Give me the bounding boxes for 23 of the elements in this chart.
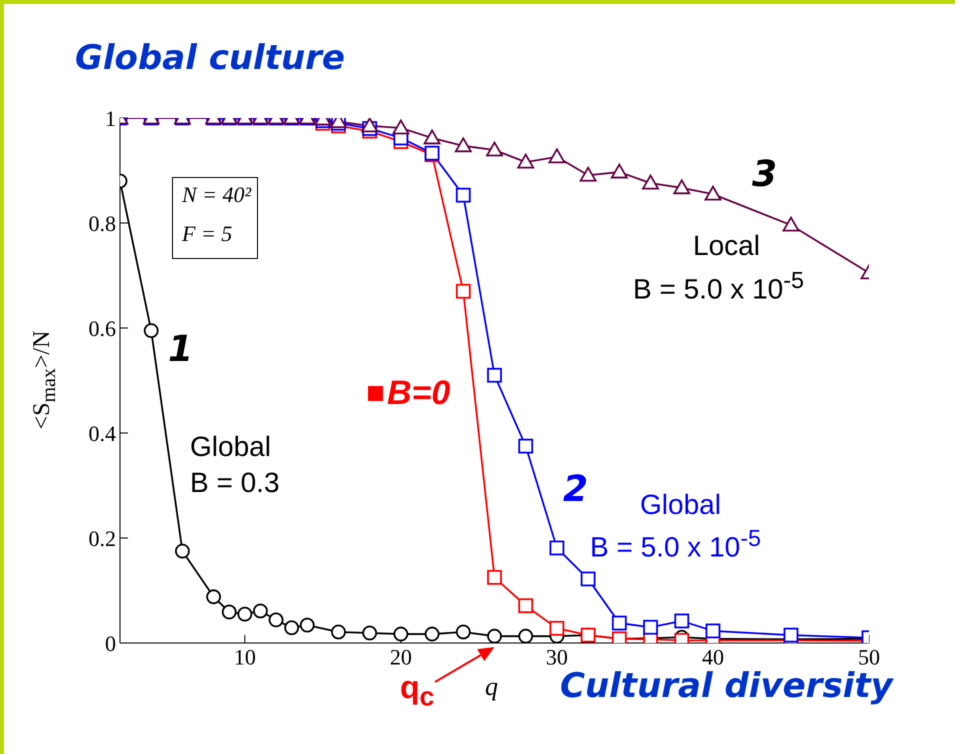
annotation: Local <box>693 230 760 262</box>
annotation: B = 5.0 x 10$^{-5}$ <box>633 267 804 306</box>
annotation: F = 5 <box>182 221 232 246</box>
x-axis-title: q <box>485 672 498 702</box>
x-tick-label: 10 <box>234 644 256 670</box>
annotation: B = 5.0 x 10$^{-5}$ <box>590 525 761 564</box>
y-tick-label: 0 <box>105 630 116 656</box>
annotation: 3 <box>752 154 778 195</box>
text: Global culture <box>75 38 345 78</box>
annotation: B = 0.3 <box>190 467 280 499</box>
y-tick-label: 0.4 <box>88 420 116 446</box>
annotation: q$_{c}$ <box>400 669 434 712</box>
annotation: 1 <box>168 329 194 370</box>
annotation: N = 40² <box>182 182 252 208</box>
annotation: Global <box>190 431 271 463</box>
y-tick-label: 0.8 <box>88 210 116 236</box>
annotation: 2 <box>563 469 588 510</box>
annotation: Global <box>640 489 721 521</box>
legend-label: B=0 <box>387 374 450 413</box>
x-tick-label: 20 <box>390 644 412 670</box>
y-tick-label: 1 <box>105 106 116 131</box>
y-tick-label: 0.6 <box>88 316 116 341</box>
y-tick-label: 0.2 <box>88 526 116 551</box>
